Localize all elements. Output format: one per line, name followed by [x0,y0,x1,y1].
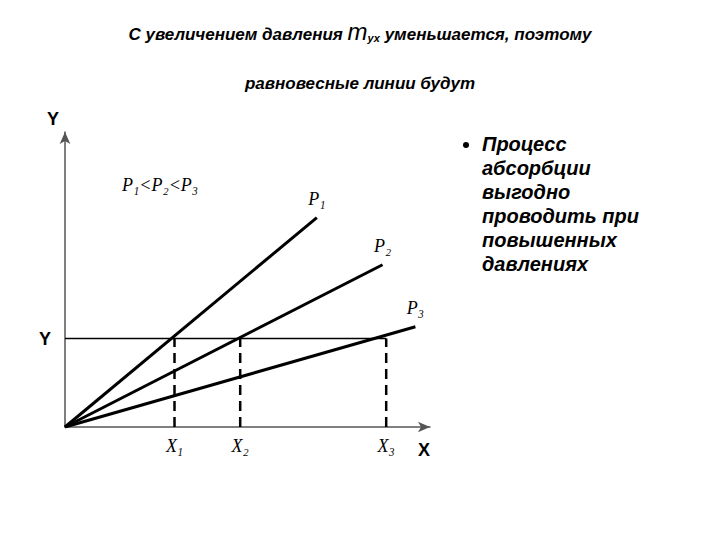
svg-text:X₃: X₃ [377,436,395,456]
svg-text:Y: Y [39,329,51,349]
svg-text:X₂: X₂ [231,436,249,456]
svg-text:P₁<P₂<P₃: P₁<P₂<P₃ [121,175,198,195]
svg-text:P₃: P₃ [406,298,424,318]
html-text:Процесс абсорбции выгодно пров: Процесс абсорбции выгодно проводить при … [482,133,639,275]
svg-text:X₁: X₁ [165,436,183,456]
svg-text:Y: Y [47,110,59,129]
svg-text:P₁: P₁ [307,189,325,209]
svg-text:P₂: P₂ [373,236,391,256]
svg-text:X: X [418,440,430,460]
html-text:ухуменьшается, поэтому равнове: ухуменьшается, поэтому равновесные линии… [245,25,592,93]
html-text:С увеличением давленияm: С увеличением давленияm [128,18,368,45]
